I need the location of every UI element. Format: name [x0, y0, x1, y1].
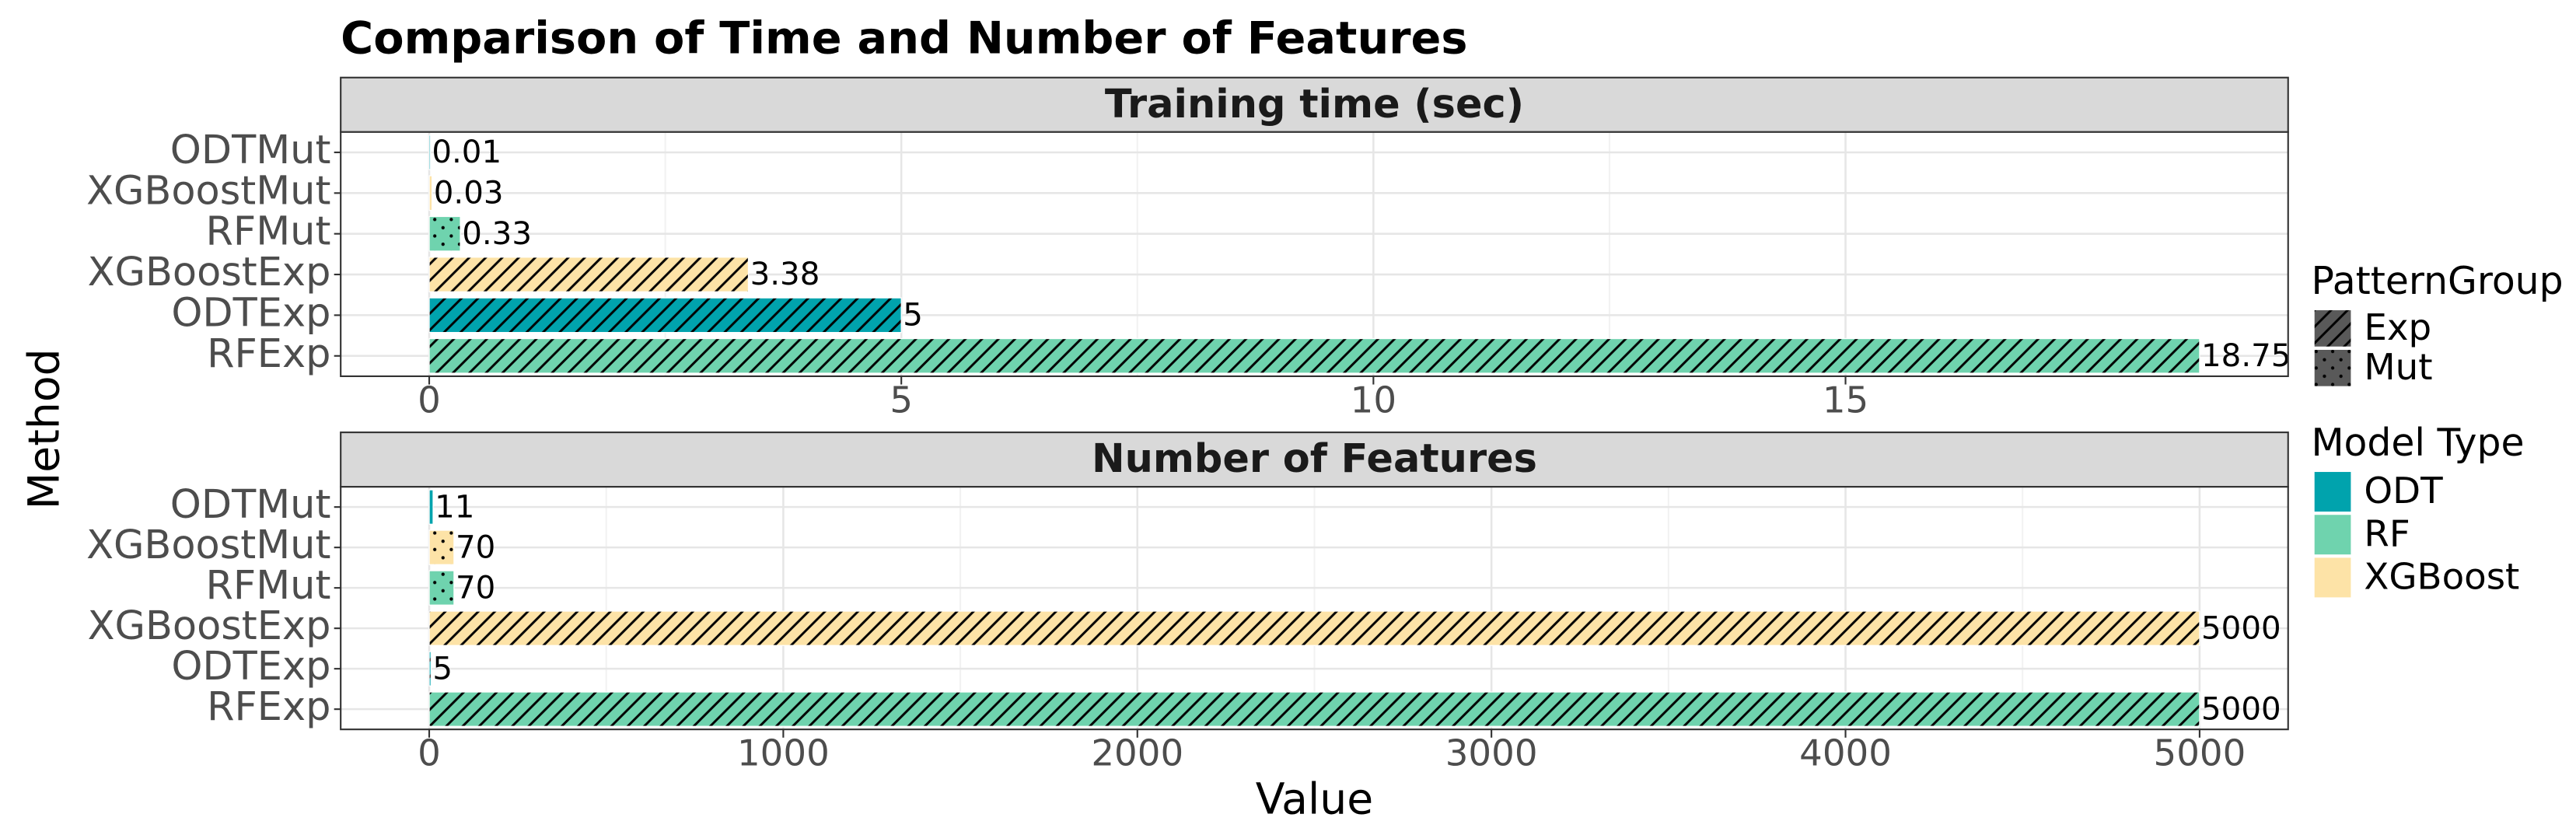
legend-title: Model Type [2311, 421, 2524, 465]
x-tick-label: 1000 [737, 733, 830, 775]
x-tick-label: 5000 [2153, 733, 2246, 775]
y-tick-label: RFMut [206, 563, 331, 609]
bar [428, 175, 433, 211]
panel-title: Training time (sec) [1105, 82, 1524, 128]
value-label: 0.33 [462, 215, 532, 252]
value-label: 0.01 [432, 134, 502, 170]
bar [428, 570, 455, 606]
legend-key [2314, 472, 2351, 512]
value-label: 5 [432, 650, 453, 687]
chart-title: Comparison of Time and Number of Feature… [341, 12, 1467, 65]
panel-title: Number of Features [1092, 436, 1537, 482]
y-tick-label: ODTExp [171, 290, 330, 336]
legend-key [2314, 557, 2351, 598]
bar [428, 529, 455, 565]
bar [428, 135, 432, 170]
x-tick-label: 15 [1823, 379, 1868, 421]
x-tick-label: 0 [418, 379, 441, 421]
x-tick-label: 10 [1351, 379, 1396, 421]
x-tick-label: 5 [890, 379, 913, 421]
bar [428, 215, 461, 252]
value-label: 5000 [2201, 690, 2281, 727]
legend-key [2314, 349, 2351, 386]
y-tick-label: ODTExp [171, 644, 330, 690]
legend-key [2314, 310, 2351, 347]
y-tick-label: XGBoostExp [88, 250, 331, 295]
panel-border [340, 486, 2289, 731]
bar [428, 337, 2200, 374]
y-tick-label: ODTMut [170, 128, 331, 173]
panel-border [340, 131, 2289, 377]
x-tick-label: 2000 [1091, 733, 1183, 775]
y-tick-label: RFExp [207, 684, 330, 730]
strip [340, 76, 2289, 133]
legend-label: ODT [2364, 470, 2443, 512]
bar [428, 691, 2200, 727]
x-tick-label: 0 [418, 733, 441, 775]
y-tick-label: RFMut [206, 209, 331, 255]
bar [428, 257, 750, 292]
value-label: 0.03 [434, 174, 504, 211]
y-axis-label: Method [19, 348, 69, 509]
y-tick-label: RFExp [207, 331, 330, 377]
legend-label: RF [2364, 513, 2410, 555]
y-tick-label: ODTMut [170, 482, 331, 528]
legend-key [2314, 515, 2351, 555]
bar [428, 489, 434, 525]
value-label: 11 [435, 488, 474, 525]
x-axis-label: Value [1256, 775, 1374, 825]
legend-label: Exp [2364, 307, 2431, 349]
bar [428, 651, 432, 687]
value-label: 5 [903, 297, 923, 334]
strip [340, 431, 2289, 488]
value-label: 3.38 [750, 256, 820, 292]
value-label: 5000 [2201, 610, 2281, 646]
y-tick-label: XGBoostMut [86, 522, 330, 568]
y-tick-label: XGBoostExp [88, 603, 331, 649]
bar [428, 610, 2200, 646]
x-tick-label: 3000 [1445, 733, 1538, 775]
value-label: 70 [456, 529, 495, 565]
legend-label: Mut [2364, 347, 2432, 389]
bar [428, 297, 902, 334]
value-label: 18.75 [2201, 337, 2291, 374]
legend-title: PatternGroup [2311, 259, 2563, 303]
legend-label: XGBoost [2364, 557, 2519, 599]
y-tick-label: XGBoostMut [86, 168, 330, 214]
x-tick-label: 4000 [1799, 733, 1892, 775]
value-label: 70 [456, 569, 495, 606]
